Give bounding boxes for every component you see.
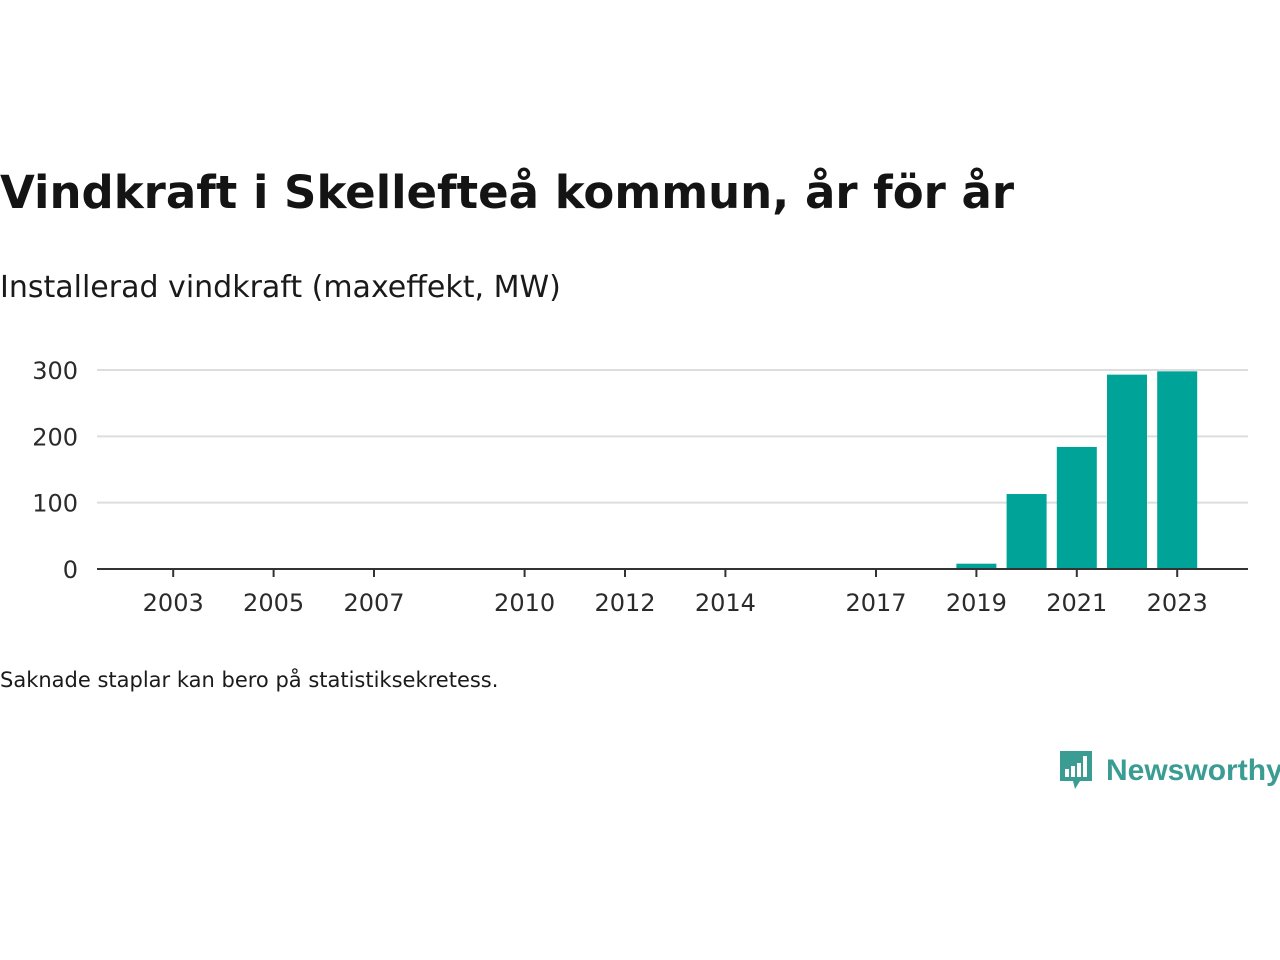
x-axis-tick-labels: 2003 2005 2007 2010 2012 2014 2017 2019 2021 2023: [143, 589, 1208, 617]
x-tick-label: 2010: [494, 589, 555, 617]
bar-2021: [1056, 446, 1097, 569]
bar-2023: [1157, 371, 1198, 569]
brand-logo: Newsworthy: [1058, 748, 1280, 794]
bar-2020: [1006, 494, 1047, 569]
bars: [956, 371, 1198, 569]
bar-2019: [956, 563, 997, 569]
y-tick-label: 200: [32, 423, 78, 451]
x-tick-label: 2023: [1147, 589, 1208, 617]
bar-2022: [1107, 374, 1147, 569]
x-tick-label: 2014: [695, 589, 756, 617]
x-tick-label: 2021: [1046, 589, 1107, 617]
y-tick-label: 0: [63, 556, 78, 584]
chart-subtitle: Installerad vindkraft (maxeffekt, MW): [0, 270, 561, 305]
x-tick-label: 2019: [946, 589, 1007, 617]
x-axis: [97, 568, 1248, 577]
chart-title: Vindkraft i Skellefteå kommun, år för år: [0, 166, 1015, 219]
y-tick-label: 300: [32, 357, 78, 385]
x-tick-label: 2017: [845, 589, 906, 617]
x-tick-label: 2007: [343, 589, 404, 617]
gridlines: [97, 369, 1248, 504]
footnote: Saknade staplar kan bero på statistiksek…: [0, 668, 499, 692]
bar-chart-speech-bubble-icon: [1060, 751, 1092, 789]
y-tick-label: 100: [32, 490, 78, 518]
brand-name: Newsworthy: [1106, 754, 1280, 787]
x-tick-label: 2005: [243, 589, 304, 617]
x-tick-label: 2003: [143, 589, 204, 617]
y-axis-tick-labels: 0 100 200 300: [32, 357, 78, 584]
x-tick-label: 2012: [594, 589, 655, 617]
